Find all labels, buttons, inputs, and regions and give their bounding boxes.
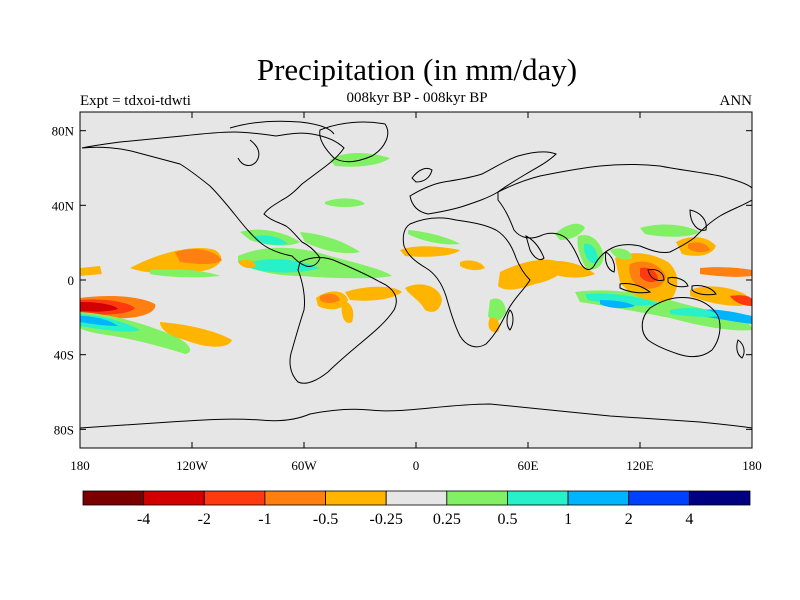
colorbar-label: 4 bbox=[685, 511, 693, 528]
colorbar-label: -4 bbox=[137, 511, 150, 528]
colorbar-label: 1 bbox=[564, 511, 572, 528]
colorbar-swatch bbox=[628, 490, 690, 506]
colorbar-swatch bbox=[325, 490, 387, 506]
y-tick-label: 80N bbox=[52, 124, 75, 139]
x-tick-label: 60E bbox=[518, 458, 539, 473]
colorbar-label: -2 bbox=[198, 511, 211, 528]
colorbar-swatch bbox=[264, 490, 326, 506]
colorbar-label: 2 bbox=[625, 511, 633, 528]
colorbar-swatch bbox=[82, 490, 145, 506]
colorbar-swatch bbox=[203, 490, 266, 506]
x-tick-label: 180 bbox=[70, 458, 90, 473]
x-tick-label: 180 bbox=[742, 458, 762, 473]
colorbar-label: -1 bbox=[258, 511, 271, 528]
colorbar-swatch bbox=[446, 490, 508, 506]
colorbar-swatch bbox=[385, 490, 448, 506]
colorbar-swatch bbox=[567, 490, 630, 506]
colorbar-label: 0.5 bbox=[497, 511, 517, 528]
season-label: ANN bbox=[719, 93, 753, 109]
coastlines bbox=[80, 120, 752, 429]
chart-subtitle: 008kyr BP - 008kyr BP bbox=[346, 90, 488, 106]
y-tick-label: 40N bbox=[52, 198, 75, 213]
precipitation-anomaly-fills bbox=[80, 153, 752, 354]
x-tick-label: 0 bbox=[413, 458, 420, 473]
x-tick-label: 60W bbox=[291, 458, 317, 473]
colorbar-label: 0.25 bbox=[433, 511, 461, 528]
chart-title: Precipitation (in mm/day) bbox=[256, 52, 578, 87]
experiment-label: Expt = tdxoi-tdwti bbox=[80, 93, 191, 109]
y-tick-label: 40S bbox=[54, 348, 74, 363]
y-tick-label: 0 bbox=[68, 273, 75, 288]
y-tick-label: 80S bbox=[54, 422, 74, 437]
x-tick-label: 120W bbox=[176, 458, 209, 473]
colorbar-label: -0.5 bbox=[313, 511, 338, 528]
colorbar-swatch bbox=[507, 490, 569, 506]
colorbar-swatch bbox=[143, 490, 205, 506]
colorbar-label: -0.25 bbox=[370, 511, 403, 528]
x-tick-label: 120E bbox=[626, 458, 654, 473]
colorbar-swatch bbox=[688, 490, 751, 506]
